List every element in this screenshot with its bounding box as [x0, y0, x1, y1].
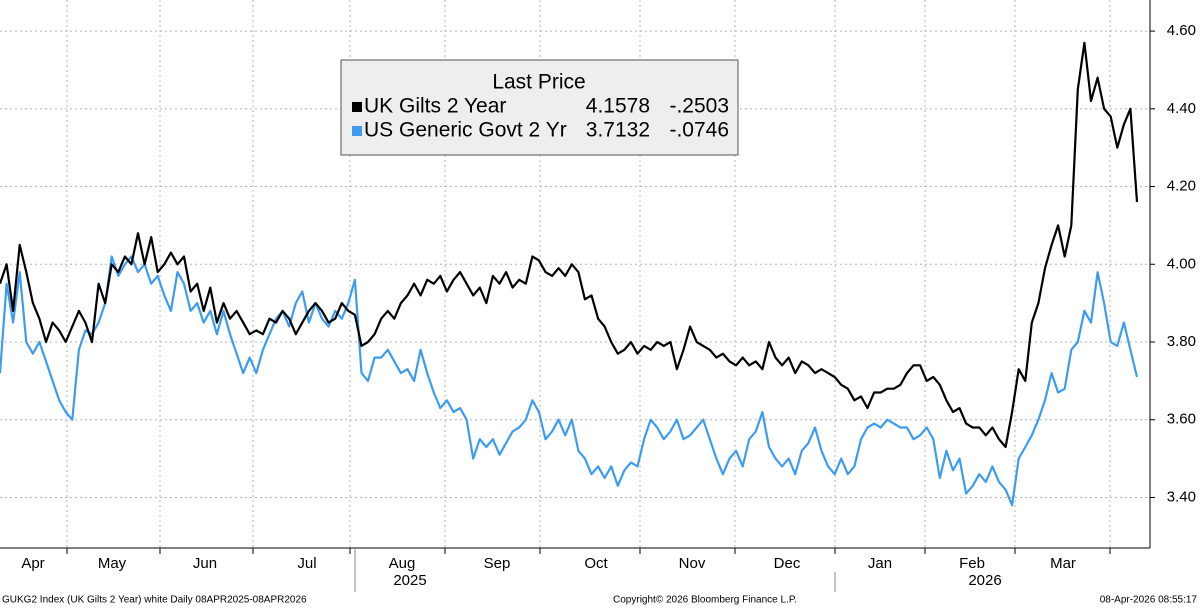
x-tick-label: Jun: [193, 555, 217, 572]
footer-center: Copyright© 2026 Bloomberg Finance L.P.: [613, 595, 797, 606]
x-tick-label: May: [98, 555, 127, 572]
x-year-label: 2026: [968, 572, 1001, 589]
footer-right: 08-Apr-2026 08:55:17: [1100, 595, 1198, 606]
series-line: [0, 41, 1139, 449]
y-tick-label: 4.00: [1167, 255, 1196, 272]
legend-change: -.2503: [669, 95, 729, 118]
x-tick-label: Sep: [484, 555, 511, 572]
footer-left: GUKG2 Index (UK Gilts 2 Year) white Dail…: [2, 595, 307, 606]
x-year-label: 2025: [393, 572, 426, 589]
legend-last: 3.7132: [586, 119, 650, 142]
axis-labels: 3.40 3.60 3.80 4.00 4.20 4.40 4.60 Apr May Jun Jul…: [21, 22, 1196, 589]
x-tick-label: Mar: [1050, 555, 1076, 572]
legend-change: -.0746: [669, 119, 729, 142]
legend-box: [340, 59, 739, 156]
legend-name: UK Gilts 2 Year: [364, 95, 506, 118]
legend-title: Last Price: [492, 71, 585, 94]
x-tick-label: Dec: [774, 555, 801, 572]
legend-swatch: [352, 102, 362, 112]
legend: Last Price UK Gilts 2 Year 4.1578 -.2503 US…: [340, 59, 739, 156]
y-tick-label: 4.60: [1167, 22, 1196, 39]
y-tick-label: 3.40: [1167, 488, 1196, 505]
legend-swatch: [352, 126, 362, 136]
x-tick-label: Oct: [584, 555, 608, 572]
y-tick-label: 3.80: [1167, 333, 1196, 350]
x-tick-label: Feb: [959, 555, 985, 572]
x-tick-label: Aug: [389, 555, 416, 572]
legend-name: US Generic Govt 2 Yr: [364, 119, 567, 142]
x-tick-label: Jan: [868, 555, 892, 572]
x-tick-label: Nov: [679, 555, 706, 572]
y-tick-label: 4.20: [1167, 178, 1196, 195]
x-tick-label: Jul: [297, 555, 316, 572]
y-tick-label: 3.60: [1167, 411, 1196, 428]
x-tick-label: Apr: [21, 555, 44, 572]
series-line: [0, 255, 1139, 507]
plot-lines: [0, 41, 1139, 507]
legend-last: 4.1578: [586, 95, 650, 118]
y-tick-label: 4.40: [1167, 100, 1196, 117]
